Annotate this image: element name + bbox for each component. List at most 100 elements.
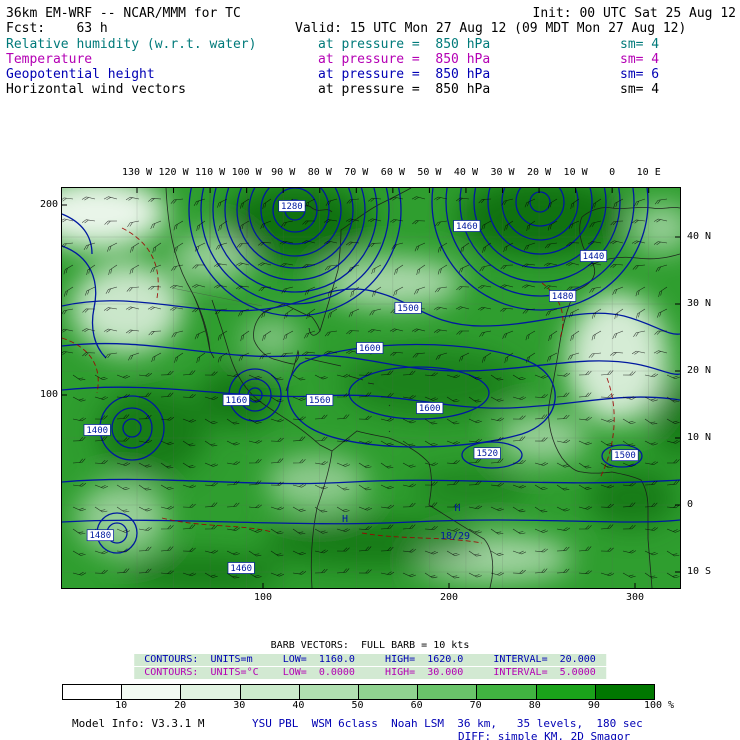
wind-barb — [292, 459, 306, 464]
contour-label: 18/29 — [440, 531, 470, 542]
colorbar-tick: 90 — [587, 700, 600, 711]
wind-barb — [346, 330, 360, 335]
wind-barb — [191, 284, 206, 289]
wind-barb — [314, 506, 328, 513]
wind-barb — [468, 458, 482, 464]
model-info-physics: YSU PBL WSM 6class Noah LSM 36 km, 35 le… — [252, 717, 643, 730]
wind-barb — [72, 396, 86, 402]
temperature-contours-layer — [62, 227, 615, 544]
wind-barb — [280, 352, 294, 358]
wind-barb — [391, 242, 404, 250]
wind-barb — [336, 547, 350, 552]
y-grid-tick: 100 — [39, 389, 58, 400]
wind-barb — [600, 370, 614, 376]
wind-barb — [433, 306, 448, 311]
wind-barb — [622, 418, 636, 424]
wind-barb — [479, 264, 492, 272]
lon-tick: 40 W — [453, 167, 478, 178]
wind-barb — [600, 503, 614, 508]
wind-barb — [666, 550, 680, 557]
contour-label-text: 1600 — [419, 404, 441, 414]
field-level: at pressure = 850 hPa — [318, 67, 491, 82]
wind-barb — [500, 307, 514, 312]
wind-barb — [658, 286, 668, 297]
wind-barb — [235, 262, 250, 267]
lon-tick: 50 W — [417, 167, 442, 178]
wind-barb — [350, 286, 360, 298]
wind-barb — [217, 352, 228, 363]
wind-barb — [636, 308, 646, 319]
wind-barb — [578, 462, 592, 469]
wind-barb — [622, 525, 636, 530]
forecast-hour: Fcst: 63 h — [6, 21, 108, 36]
wind-barb — [304, 198, 316, 208]
wind-barb — [592, 198, 602, 209]
wind-barb — [160, 484, 174, 490]
wind-barb — [522, 308, 536, 314]
wind-barb — [490, 528, 504, 535]
contour-labels-layer: 1280 1460 1440 1480 1500 1600 1560 1160 1600 1520… — [83, 200, 639, 574]
wind-barb — [217, 330, 228, 341]
wind-barb — [389, 219, 404, 223]
wind-barb — [380, 546, 394, 552]
wind-barb — [148, 198, 162, 202]
wind-barb — [160, 462, 174, 469]
wind-barb — [468, 505, 483, 510]
wind-barb — [654, 198, 668, 205]
wind-barb — [213, 263, 228, 268]
colorbar-segment — [63, 685, 122, 699]
wind-barb — [456, 197, 470, 202]
height-contours-layer — [62, 188, 680, 554]
wind-barb — [524, 242, 536, 251]
wind-barb — [490, 374, 504, 381]
wind-barb — [556, 372, 571, 377]
lon-tick: 80 W — [307, 167, 332, 178]
wind-barb — [270, 528, 284, 535]
wind-barb — [204, 418, 218, 424]
wind-barb — [424, 462, 439, 466]
field-name: Geopotential height — [6, 67, 155, 82]
wind-barb — [270, 550, 284, 557]
wind-barbs-layer — [62, 196, 680, 579]
wind-barb — [160, 392, 174, 398]
lon-tick: 30 W — [490, 167, 515, 178]
wind-barb — [468, 572, 482, 578]
wind-barb — [610, 263, 624, 268]
wind-barb — [336, 414, 350, 420]
lat-tick: 10 N — [687, 432, 712, 443]
wind-barb — [380, 571, 395, 576]
wind-barb — [204, 462, 218, 467]
wind-barb — [128, 352, 140, 361]
wind-barb — [503, 242, 514, 253]
wind-barb — [380, 504, 395, 509]
wind-barb — [534, 506, 548, 513]
wind-barb — [116, 548, 130, 553]
wind-barb — [458, 264, 470, 274]
wind-barb — [512, 396, 527, 400]
wind-barb — [169, 307, 184, 311]
wind-barb — [524, 198, 536, 208]
wind-barb — [336, 462, 350, 467]
wind-barb — [314, 374, 328, 380]
wind-barb — [468, 396, 482, 403]
wind-barb — [94, 460, 108, 464]
wind-barb — [481, 220, 492, 231]
y-grid-tick: 200 — [39, 199, 58, 210]
model-info-version: Model Info: V3.3.1 M — [72, 717, 205, 730]
contour-label-box — [83, 424, 111, 436]
wind-barb — [182, 462, 196, 469]
wind-barb — [380, 440, 394, 446]
wind-barb — [565, 262, 580, 267]
wind-barb — [314, 414, 328, 420]
wind-barb — [414, 242, 426, 252]
wind-barb — [82, 352, 96, 357]
wind-barb — [160, 505, 175, 510]
wind-barb — [504, 220, 514, 231]
wind-barb — [600, 572, 615, 577]
wind-barb — [416, 264, 426, 276]
colorbar-segment — [121, 685, 181, 699]
wind-barb — [393, 286, 404, 297]
wind-barb — [138, 484, 152, 491]
wind-barb — [666, 459, 680, 464]
contour-label-text: 1460 — [456, 222, 478, 232]
